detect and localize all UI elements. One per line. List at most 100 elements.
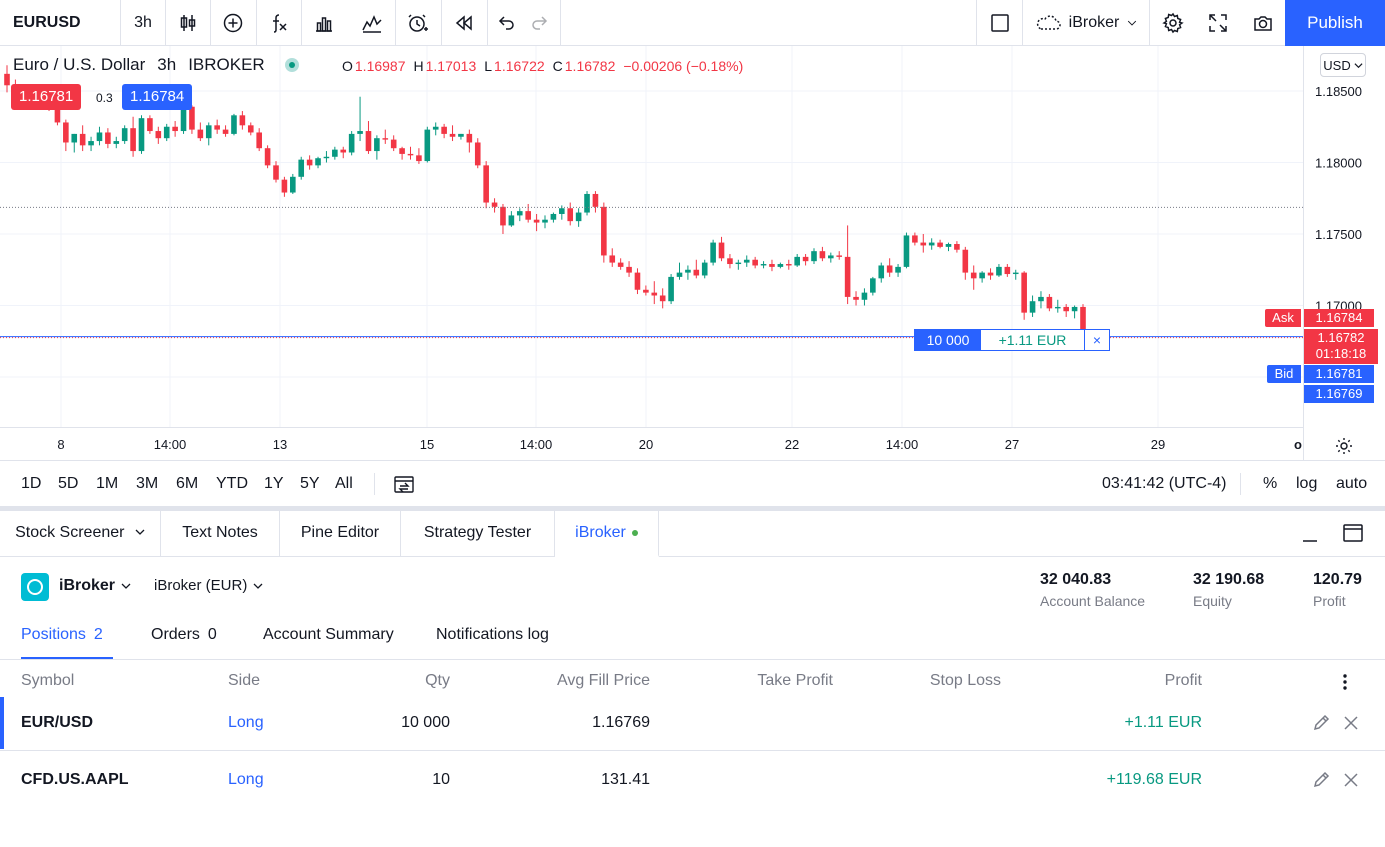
- position-qty[interactable]: 10 000: [915, 330, 981, 350]
- account-manager-panel: Stock Screener Text Notes Pine Editor St…: [0, 511, 1385, 847]
- row-symbol[interactable]: CFD.US.AAPL: [21, 771, 129, 788]
- percent-scale-toggle[interactable]: %: [1263, 475, 1278, 492]
- candle: [802, 254, 809, 266]
- candle: [214, 119, 220, 134]
- chart-pane[interactable]: 1.18500 1.18000 1.17500 1.17000 8 14:00 13 15 14…: [0, 46, 1385, 460]
- timeframe-5y[interactable]: 5Y: [300, 475, 320, 492]
- clock[interactable]: 03:41:42 (UTC-4): [1102, 475, 1227, 492]
- timeframe-6m[interactable]: 6M: [176, 475, 199, 492]
- symbol-search-button[interactable]: EURUSD: [13, 14, 81, 31]
- tab-ibroker[interactable]: iBroker: [555, 511, 659, 557]
- candle: [727, 254, 733, 269]
- col-avg-fill-price[interactable]: Avg Fill Price: [556, 672, 650, 689]
- subtab-account-summary[interactable]: Account Summary: [263, 626, 394, 643]
- candle-body: [399, 148, 405, 154]
- col-stop-loss[interactable]: Stop Loss: [929, 672, 1001, 689]
- candle-body: [256, 132, 262, 149]
- row-side: Long: [228, 771, 264, 788]
- toolbar-divider: [210, 0, 211, 46]
- tab-text-notes[interactable]: Text Notes: [161, 511, 280, 557]
- broker-selector[interactable]: iBroker: [1023, 0, 1149, 46]
- col-profit[interactable]: Profit: [1164, 672, 1202, 689]
- candle: [634, 268, 641, 295]
- indicators-button[interactable]: [257, 0, 301, 46]
- sell-button[interactable]: 1.16781: [11, 84, 82, 110]
- alert-button[interactable]: [396, 0, 440, 46]
- candle-body: [903, 235, 910, 267]
- candle-body: [432, 126, 439, 130]
- col-take-profit[interactable]: Take Profit: [757, 672, 833, 689]
- log-scale-toggle[interactable]: log: [1296, 475, 1318, 492]
- candle: [281, 176, 288, 197]
- timeframe-1y[interactable]: 1Y: [264, 475, 284, 492]
- timeframe-1m[interactable]: 1M: [96, 475, 119, 492]
- candle: [987, 268, 994, 280]
- broker-menu[interactable]: iBroker: [59, 577, 131, 595]
- candle: [466, 129, 473, 153]
- compare-button[interactable]: [211, 0, 255, 46]
- symbol-title: Euro / U.S. Dollar: [13, 55, 146, 74]
- settings-button[interactable]: [1150, 0, 1196, 46]
- candle-body: [819, 251, 826, 259]
- col-qty[interactable]: Qty: [425, 672, 450, 689]
- snapshot-button[interactable]: [1240, 0, 1286, 46]
- timeframe-all[interactable]: All: [335, 475, 353, 492]
- interval-button[interactable]: 3h: [134, 14, 152, 31]
- close-position-button[interactable]: [1341, 770, 1361, 790]
- col-symbol[interactable]: Symbol: [21, 672, 75, 689]
- subtab-notifications-log[interactable]: Notifications log: [436, 626, 549, 643]
- account-selector[interactable]: iBroker (EUR): [154, 577, 263, 594]
- buy-button[interactable]: 1.16784: [122, 84, 193, 110]
- table-row[interactable]: EUR/USD Long 10 000 1.16769 +1.11 EUR: [0, 695, 1385, 751]
- timeframe-3m[interactable]: 3M: [136, 475, 159, 492]
- camera-icon: [1254, 16, 1272, 31]
- fullscreen-button[interactable]: [1196, 0, 1240, 46]
- minimize-icon[interactable]: [1300, 525, 1320, 545]
- publish-button[interactable]: Publish: [1285, 0, 1385, 46]
- candle: [113, 136, 120, 149]
- chart-settings-icon[interactable]: [1333, 435, 1355, 457]
- timeframe-5d[interactable]: 5D: [58, 475, 79, 492]
- close-position-icon[interactable]: ×: [1092, 332, 1102, 348]
- position-line-widget[interactable]: 10 000 +1.11 EUR ×: [914, 329, 1110, 351]
- go-to-date-icon[interactable]: [393, 474, 415, 494]
- equity-value: 32 190.68: [1193, 571, 1265, 588]
- redo-icon: [532, 16, 548, 30]
- chevron-down-icon: [121, 583, 131, 589]
- layout-button[interactable]: [977, 0, 1023, 46]
- auto-scale-toggle[interactable]: auto: [1336, 475, 1368, 492]
- table-row[interactable]: CFD.US.AAPL Long 10 131.41 +119.68 EUR: [0, 752, 1385, 808]
- col-side[interactable]: Side: [228, 672, 261, 689]
- tab-pine-editor[interactable]: Pine Editor: [280, 511, 401, 557]
- chart-type-button[interactable]: [166, 0, 210, 46]
- timeframe-1d[interactable]: 1D: [21, 475, 42, 492]
- candle-body: [340, 149, 347, 153]
- redo-button[interactable]: [522, 0, 558, 46]
- candle: [643, 285, 649, 296]
- candle: [735, 259, 742, 270]
- close-position-button[interactable]: [1341, 713, 1361, 733]
- candle: [659, 288, 666, 309]
- candle: [828, 252, 834, 263]
- tab-stock-screener[interactable]: Stock Screener: [0, 511, 161, 557]
- templates-button[interactable]: [350, 0, 394, 46]
- replay-button[interactable]: [442, 0, 486, 46]
- candle: [550, 212, 557, 223]
- subtab-orders[interactable]: Orders 0: [151, 617, 217, 659]
- financials-button[interactable]: [302, 0, 346, 46]
- market-status-icon[interactable]: [284, 58, 299, 72]
- edit-position-button[interactable]: [1311, 713, 1331, 733]
- edit-position-button[interactable]: [1311, 770, 1331, 790]
- tab-strategy-tester[interactable]: Strategy Tester: [401, 511, 555, 557]
- candle: [105, 128, 111, 149]
- row-symbol[interactable]: EUR/USD: [21, 714, 94, 731]
- timeframe-ytd[interactable]: YTD: [216, 475, 248, 492]
- candle: [760, 261, 767, 269]
- currency-select[interactable]: USD: [1320, 53, 1366, 77]
- more-options-icon[interactable]: [1336, 672, 1354, 692]
- undo-button[interactable]: [488, 0, 524, 46]
- candle: [508, 211, 515, 227]
- subtab-positions[interactable]: Positions 2: [21, 617, 113, 659]
- maximize-icon[interactable]: [1342, 523, 1364, 543]
